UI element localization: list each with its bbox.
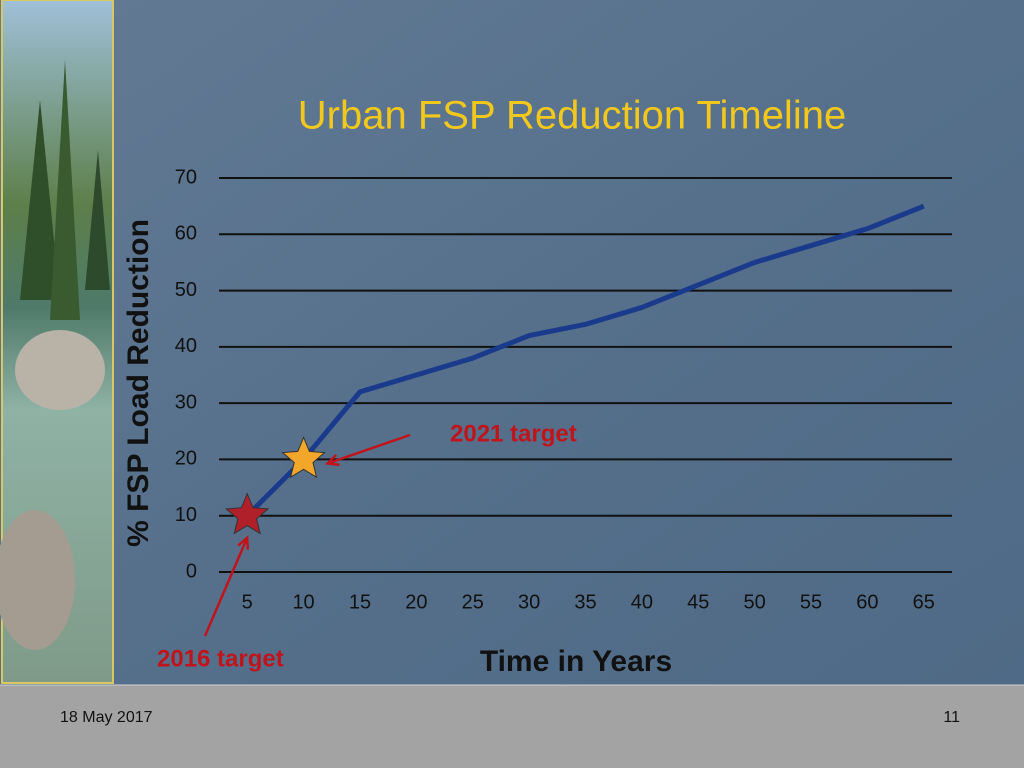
y-tick-label: 50 [175, 279, 197, 301]
annotation-arrow-head [324, 454, 340, 467]
annotation-arrow-head [237, 535, 249, 550]
x-tick-label: 15 [349, 591, 371, 613]
annotation-arrow [327, 433, 411, 465]
x-tick-label: 55 [800, 591, 822, 613]
y-tick-label: 70 [175, 166, 197, 188]
annotation-arrow [203, 537, 249, 637]
x-tick-label: 60 [856, 591, 878, 613]
x-axis-label: Time in Years [480, 645, 672, 678]
y-tick-label: 20 [175, 448, 197, 470]
y-tick-label: 10 [175, 504, 197, 526]
x-tick-label: 30 [518, 591, 540, 613]
target-star [281, 436, 326, 479]
annotation-label: 2016 target [157, 645, 284, 672]
x-tick-label: 10 [292, 591, 314, 613]
side-photo [0, 0, 114, 684]
target-star [225, 492, 270, 535]
y-axis-label: % FSP Load Reduction [122, 219, 155, 547]
chart-title: Urban FSP Reduction Timeline [298, 94, 846, 138]
plot: 0 10 20 30 40 50 60 70 5 10 15 20 25 30 35 40 45 50 55 60 65… [157, 166, 952, 672]
x-tick-label: 50 [744, 591, 766, 613]
y-tick-label: 0 [186, 560, 197, 582]
x-tick-label: 20 [405, 591, 427, 613]
x-tick-label: 25 [462, 591, 484, 613]
footer-date: 18 May 2017 [60, 709, 153, 726]
y-tick-label: 40 [175, 335, 197, 357]
data-line [245, 203, 925, 518]
footer-band [0, 685, 1024, 768]
x-tick-label: 65 [913, 591, 935, 613]
y-tick-label: 30 [175, 391, 197, 413]
x-tick-label: 45 [687, 591, 709, 613]
page-number: 11 [943, 709, 960, 726]
y-tick-label: 60 [175, 223, 197, 245]
x-tick-label: 5 [242, 591, 253, 613]
annotation-label: 2021 target [450, 420, 577, 447]
x-tick-label: 40 [631, 591, 653, 613]
x-tick-label: 35 [574, 591, 596, 613]
